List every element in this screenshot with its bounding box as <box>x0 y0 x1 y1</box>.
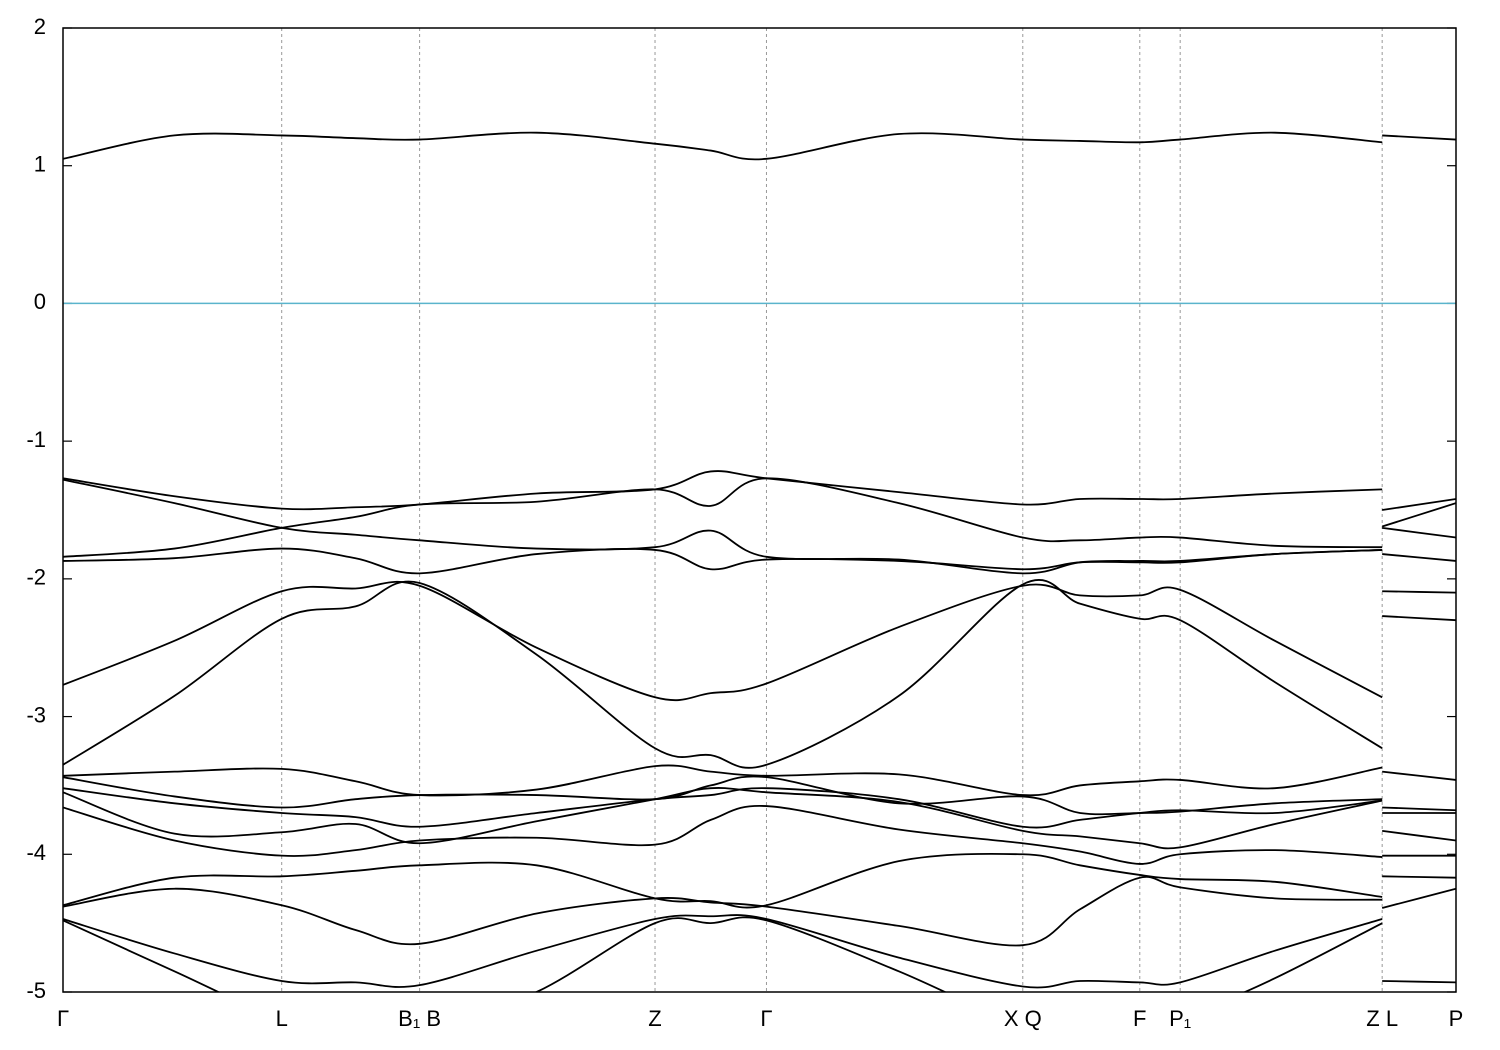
band-line <box>63 580 1456 702</box>
band-line <box>63 852 1456 909</box>
y-tick-label: 2 <box>34 14 46 39</box>
y-tick-label: -4 <box>26 840 46 865</box>
x-tick-label: Z <box>648 1006 661 1031</box>
band-line <box>63 775 1456 816</box>
band-line <box>63 916 1383 992</box>
x-tick-label: X Q <box>1004 1006 1042 1031</box>
labels-layer: 2 1 0 -1 -2 -3 -4 -5 Γ L B₁ B Z Γ X Q F P₁ Z L P <box>26 14 1463 1031</box>
x-tick-label: Z L <box>1366 1006 1398 1031</box>
band-line <box>63 764 1456 797</box>
x-tick-label: P₁ <box>1169 1006 1191 1031</box>
x-tick-label: B₁ B <box>398 1006 441 1031</box>
y-tick-label: -2 <box>26 565 46 590</box>
x-tick-label: L <box>276 1006 288 1031</box>
y-tick-label: -3 <box>26 702 46 727</box>
y-tick-label: 0 <box>34 289 46 314</box>
x-tick-label: Γ <box>57 1006 69 1031</box>
x-tick-label: F <box>1133 1006 1146 1031</box>
plot-frame <box>62 27 1457 993</box>
band-line <box>63 579 1456 769</box>
band-line <box>63 914 1456 989</box>
band-line <box>63 478 1456 575</box>
x-tick-label: P <box>1449 1006 1464 1031</box>
x-tick-label: Γ <box>760 1006 772 1031</box>
y-tick-label: -5 <box>26 978 46 1003</box>
band-line <box>63 876 1456 947</box>
band-line <box>63 477 1456 558</box>
band-line <box>63 470 1456 511</box>
y-tick-label: -1 <box>26 427 46 452</box>
band-line <box>63 787 1456 850</box>
y-tick-label: 1 <box>34 152 46 177</box>
band-line <box>63 805 1456 865</box>
band-line <box>63 547 1456 575</box>
bands-layer <box>63 131 1456 992</box>
band-line <box>63 787 1456 829</box>
band-line <box>63 131 1456 161</box>
